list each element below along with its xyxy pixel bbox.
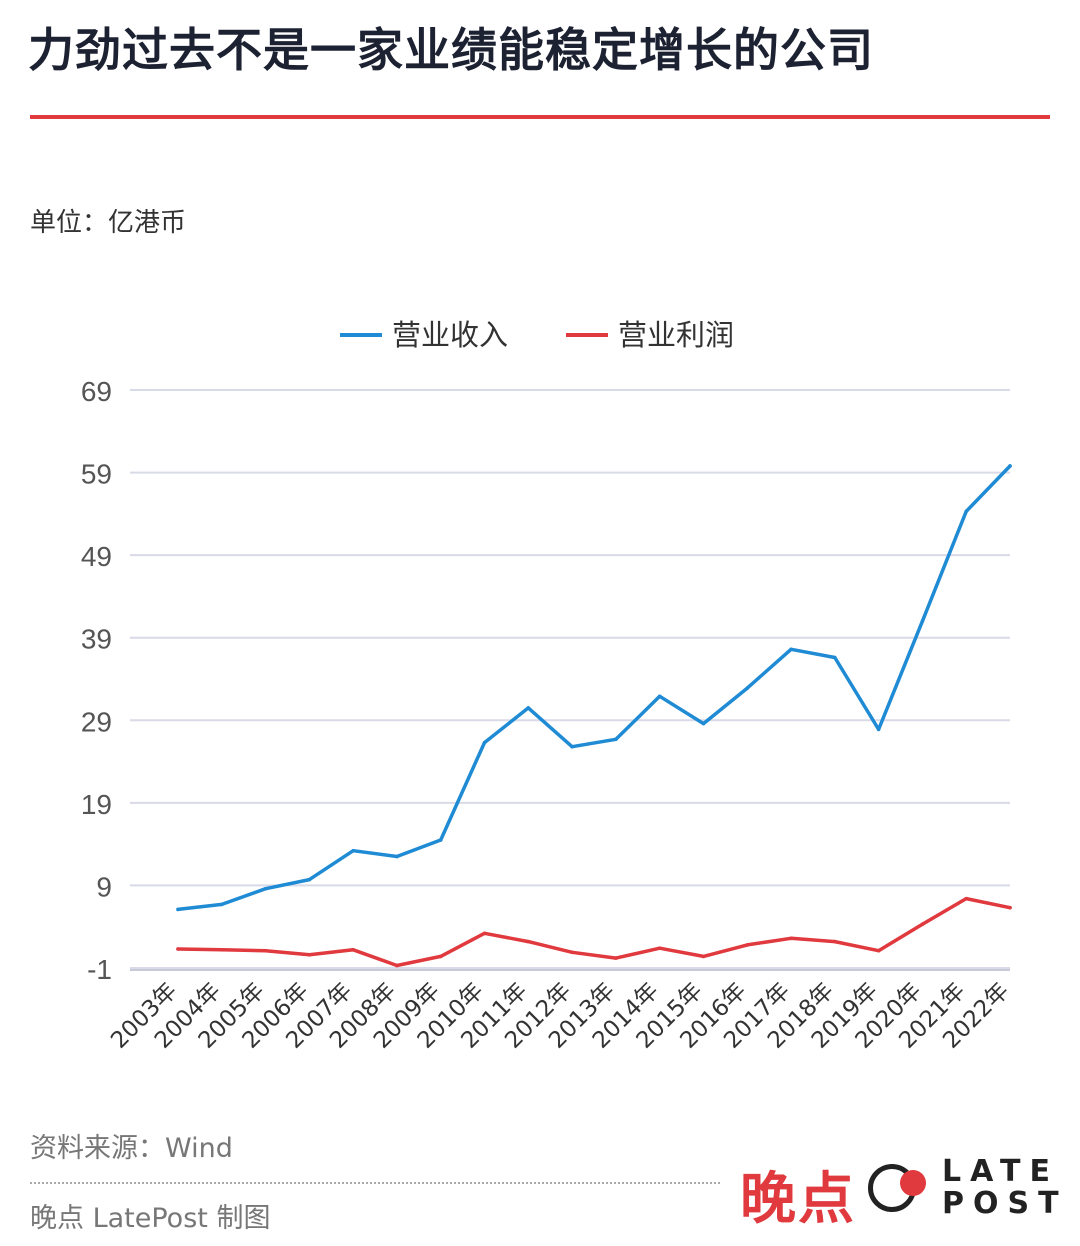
series-point	[438, 954, 443, 959]
series-point	[526, 939, 531, 944]
series-point	[482, 931, 487, 936]
y-axis: -1 9 19 29 39 49 59 69	[81, 376, 112, 985]
grid	[130, 389, 1010, 971]
series-point	[526, 706, 531, 710]
chart-title: 力劲过去不是一家业绩能稳定增长的公司	[28, 23, 874, 77]
line-chart: -1 9 19 29 39 49 59 69 2003年2004年2005年2006年2007…	[81, 318, 1014, 1054]
y-tick-label: 69	[81, 376, 112, 407]
y-tick-label: 59	[81, 459, 112, 490]
series-lines	[176, 464, 1012, 968]
logo-dot-icon	[900, 1170, 926, 1196]
series-point	[920, 922, 925, 927]
y-tick-label: 9	[96, 871, 112, 902]
source-note: 资料来源：Wind	[30, 1133, 233, 1164]
unit-label: 单位：亿港币	[30, 208, 187, 238]
series-point	[876, 727, 881, 732]
y-tick-label: -1	[87, 954, 112, 985]
legend-label: 营业利润	[618, 318, 734, 352]
series-point	[307, 952, 312, 957]
series-point	[263, 948, 268, 953]
series-point	[745, 943, 750, 947]
series-point	[395, 854, 399, 859]
series-point	[920, 619, 925, 623]
credit-note: 晚点 LatePost 制图	[30, 1203, 271, 1234]
series-point	[351, 848, 355, 853]
series-point	[438, 838, 443, 842]
series-point	[570, 950, 574, 955]
y-tick-label: 19	[81, 789, 112, 820]
series-point	[176, 907, 180, 912]
series-point	[701, 954, 706, 959]
series-point	[176, 947, 180, 951]
series-point	[1008, 464, 1012, 468]
logo-english-line1: LATE	[942, 1154, 1059, 1189]
series-point	[789, 647, 793, 652]
series-point	[701, 721, 706, 726]
series-point	[351, 948, 355, 952]
series-point	[745, 686, 750, 690]
series-point	[395, 963, 399, 968]
y-tick-label: 39	[81, 624, 112, 655]
series-point	[964, 509, 969, 514]
x-axis: 2003年2004年2005年2006年2007年2008年2009年2010年…	[106, 978, 1014, 1054]
series-point	[307, 877, 312, 882]
series-point	[833, 939, 837, 944]
series-point	[219, 948, 224, 952]
series-point	[876, 948, 881, 953]
y-tick-label: 49	[81, 541, 112, 572]
logo-chinese-text: 晚点	[740, 1167, 856, 1232]
y-tick-label: 29	[81, 706, 112, 737]
series-line-1	[176, 896, 1012, 968]
series-point	[1008, 905, 1012, 910]
title-divider	[30, 115, 1050, 119]
footer-divider	[30, 1182, 720, 1184]
series-line-0	[176, 464, 1012, 912]
series-point	[657, 946, 662, 950]
series-point	[789, 936, 793, 941]
series-point	[657, 694, 662, 699]
series-point	[482, 740, 487, 745]
legend: 营业收入 营业利润	[340, 318, 734, 352]
series-point	[614, 956, 618, 960]
legend-label: 营业收入	[392, 318, 508, 352]
series-point	[570, 744, 574, 749]
series-point	[219, 902, 224, 907]
logo-english-line2: POST	[942, 1186, 1068, 1221]
series-point	[263, 886, 268, 891]
series-point	[964, 896, 969, 901]
series-point	[833, 655, 837, 660]
latepost-logo: 晚点 LATE POST	[740, 1150, 1060, 1232]
series-point	[614, 737, 618, 742]
